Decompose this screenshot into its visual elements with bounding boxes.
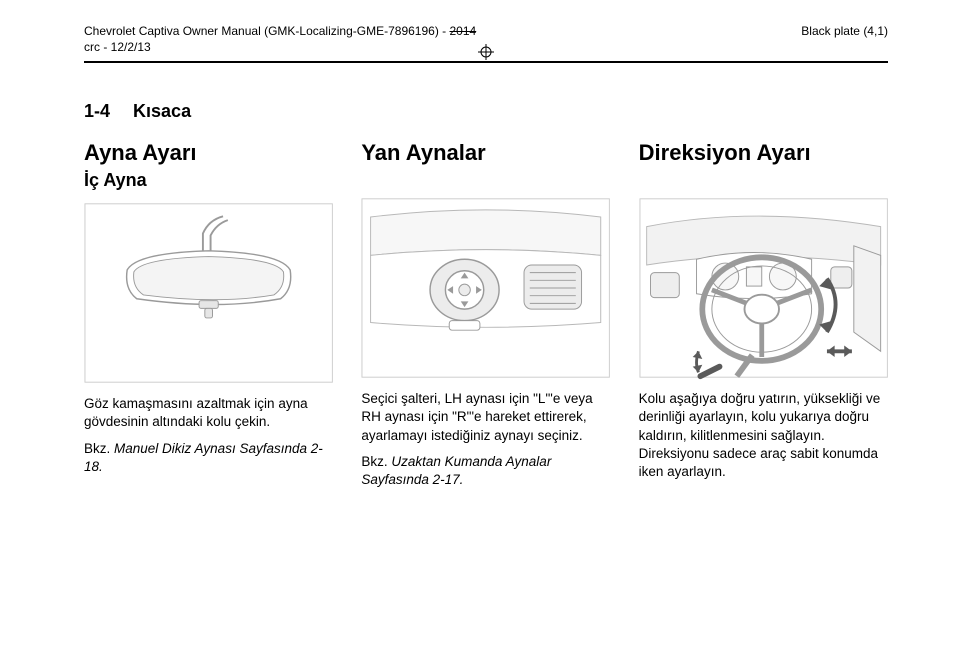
interior-mirror-figure — [84, 199, 333, 387]
crc-line: crc - 12/2/13 — [84, 40, 151, 54]
col1-heading: Ayna Ayarı — [84, 140, 333, 166]
content-columns: Ayna Ayarı İç Ayna Göz kamaşmasını azalt… — [84, 140, 888, 489]
column-1: Ayna Ayarı İç Ayna Göz kamaşmasını azalt… — [84, 140, 333, 489]
col1-see: Bkz. — [84, 441, 114, 456]
plate-text: Black plate (4,1) — [801, 24, 888, 38]
page-label: 1-4 Kısaca — [84, 101, 888, 122]
col2-para2: Bkz. Uzaktan Kumanda Aynalar Sayfasında … — [361, 453, 610, 489]
col1-para2: Bkz. Manuel Dikiz Aynası Sayfasında 2-18… — [84, 440, 333, 476]
column-2: Yan Aynalar — [361, 140, 610, 489]
col1-subheading: İç Ayna — [84, 170, 333, 191]
col2-heading: Yan Aynalar — [361, 140, 610, 166]
page-number: 1-4 — [84, 101, 110, 121]
col3-heading: Direksiyon Ayarı — [639, 140, 888, 166]
col3-para1: Kolu aşağıya doğru yatırın, yüksekliği v… — [639, 390, 888, 481]
manual-title: Chevrolet Captiva Owner Manual (GMK-Loca… — [84, 24, 446, 38]
col2-see: Bkz. — [361, 454, 391, 469]
crop-mark-icon — [478, 44, 494, 63]
side-mirror-figure — [361, 194, 610, 382]
col1-para1: Göz kamaşmasını azaltmak için ayna gövde… — [84, 395, 333, 431]
column-3: Direksiyon Ayarı — [639, 140, 888, 489]
header-right: Black plate (4,1) — [801, 24, 888, 40]
col1-ref: Manuel Dikiz Aynası Sayfasında 2-18. — [84, 441, 323, 474]
section-name: Kısaca — [133, 101, 191, 121]
steering-figure — [639, 194, 888, 382]
manual-header: Chevrolet Captiva Owner Manual (GMK-Loca… — [84, 24, 888, 55]
header-left: Chevrolet Captiva Owner Manual (GMK-Loca… — [84, 24, 476, 55]
manual-year: 2014 — [450, 24, 477, 38]
col2-para1: Seçici şalteri, LH aynası için "L"'e vey… — [361, 390, 610, 445]
